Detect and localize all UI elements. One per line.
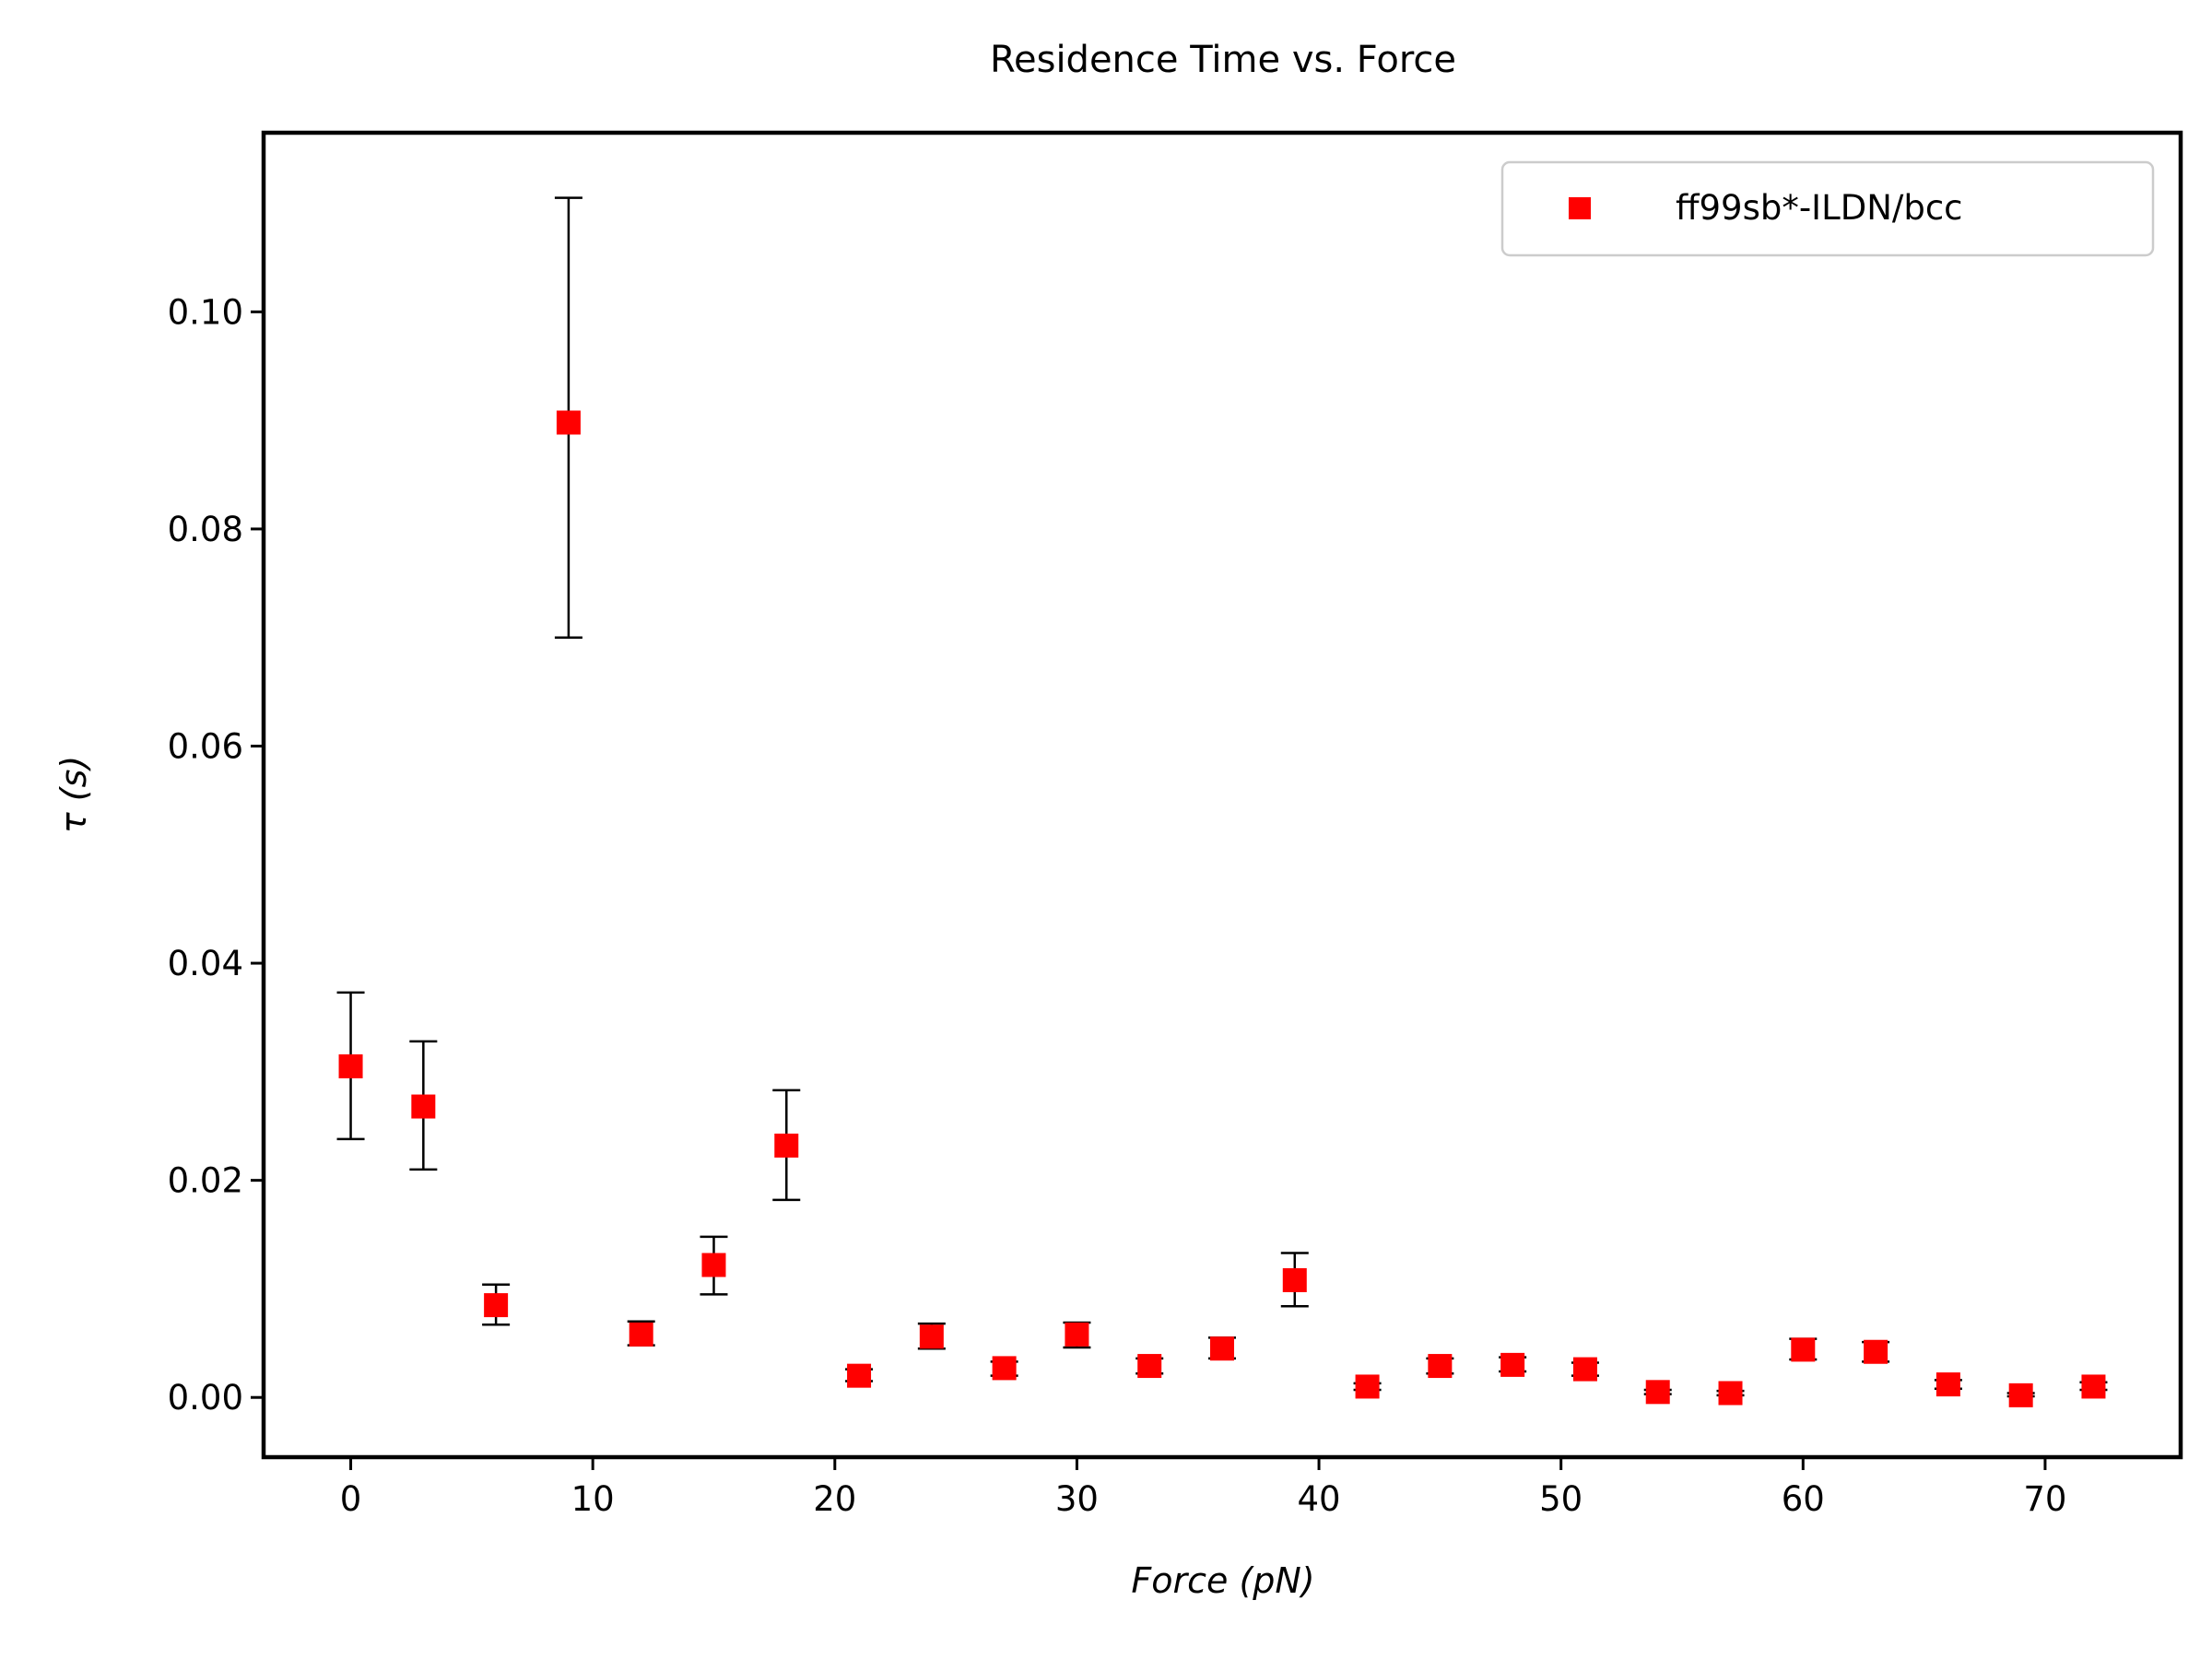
x-tick-label: 0 (340, 1479, 362, 1519)
y-tick-label: 0.02 (168, 1161, 243, 1201)
x-axis-ticks: 0 10 20 30 40 50 60 70 (340, 1457, 2066, 1519)
data-point (1864, 1339, 1888, 1364)
data-point (2008, 1382, 2033, 1407)
data-point (629, 1322, 653, 1347)
data-point (484, 1293, 509, 1318)
data-point (1572, 1357, 1597, 1382)
x-tick-label: 50 (1539, 1479, 1583, 1519)
y-tick-label: 0.04 (168, 944, 243, 983)
data-point (1936, 1372, 1960, 1397)
data-point (919, 1324, 944, 1349)
error-bars (336, 196, 2108, 1398)
data-point (1210, 1336, 1234, 1361)
data-point (411, 1094, 436, 1119)
data-point (774, 1133, 799, 1158)
x-tick-label: 10 (571, 1479, 615, 1519)
y-tick-label: 0.00 (168, 1378, 243, 1418)
data-point (1355, 1374, 1380, 1399)
data-point (556, 410, 581, 435)
y-tick-label: 0.08 (168, 510, 243, 549)
data-point (1500, 1352, 1525, 1377)
x-tick-label: 60 (1782, 1479, 1825, 1519)
data-point (1065, 1322, 1089, 1347)
y-axis-label: τ (s) (53, 756, 94, 833)
x-tick-label: 70 (2023, 1479, 2066, 1519)
x-tick-label: 40 (1298, 1479, 1341, 1519)
x-tick-label: 30 (1055, 1479, 1099, 1519)
data-point (701, 1253, 726, 1277)
legend-label: ff99sb*-ILDN/bcc (1676, 188, 1963, 228)
data-point (1791, 1337, 1816, 1362)
y-tick-label: 0.10 (168, 292, 243, 332)
data-point (847, 1363, 872, 1388)
data-markers (338, 410, 2106, 1407)
chart-title: Residence Time vs. Force (990, 39, 1456, 81)
data-point (1645, 1380, 1670, 1405)
x-tick-label: 20 (813, 1479, 856, 1519)
data-point (1428, 1354, 1453, 1379)
y-tick-label: 0.06 (168, 726, 243, 766)
y-axis-ticks: 0.00 0.02 0.04 0.06 0.08 0.10 (168, 292, 264, 1418)
legend-marker (1569, 197, 1591, 219)
legend-box (1500, 160, 2155, 257)
data-point (1718, 1381, 1743, 1406)
data-point (1137, 1354, 1162, 1379)
data-point (992, 1356, 1017, 1381)
plot-area-frame (261, 130, 2183, 1460)
data-point (1282, 1268, 1307, 1293)
legend: ff99sb*-ILDN/bcc (1500, 160, 2155, 257)
x-axis-label: Force (pN) (1131, 1560, 1314, 1601)
data-point (2081, 1374, 2106, 1399)
data-point (338, 1053, 363, 1078)
